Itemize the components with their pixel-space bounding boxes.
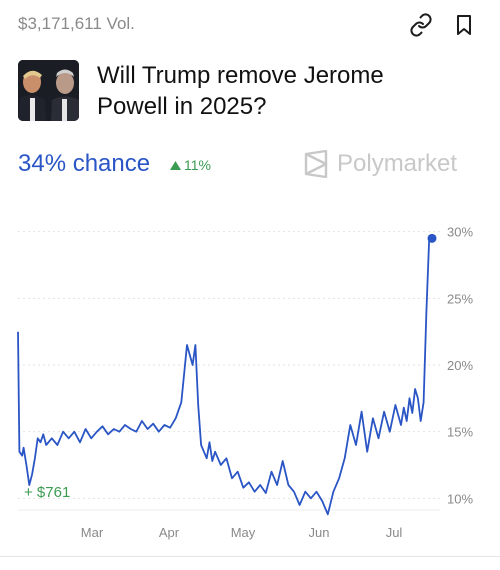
polymarket-brand: Polymarket [303, 150, 457, 178]
brand-name: Polymarket [337, 150, 458, 177]
chance-value: 34% chance [18, 150, 151, 177]
y-tick-label: 30% [447, 225, 473, 240]
link-icon[interactable] [409, 13, 433, 37]
y-tick-label: 25% [447, 291, 473, 306]
change-indicator: 11% [170, 157, 211, 173]
triangle-up-icon [170, 160, 181, 170]
change-value: 11% [184, 157, 211, 173]
market-thumbnail[interactable] [18, 60, 79, 121]
x-tick-label: Jun [309, 525, 330, 540]
x-tick-label: Jul [386, 525, 403, 540]
market-title[interactable]: Will Trump remove Jerome Powell in 2025? [97, 62, 384, 120]
y-tick-label: 20% [447, 358, 473, 373]
divider [0, 556, 500, 557]
position-pnl: + $761 [24, 484, 71, 501]
polymarket-logo-icon [304, 150, 328, 178]
volume-label: $3,171,611 Vol. [18, 14, 135, 33]
y-tick-label: 15% [447, 425, 473, 440]
y-tick-label: 10% [447, 491, 473, 506]
x-tick-label: Mar [81, 525, 104, 540]
x-tick-label: Apr [159, 525, 180, 540]
probability-chart[interactable]: 10% 15% 20% 25% 30% Mar Apr May Jun Jul [0, 205, 500, 550]
series-line [17, 237, 432, 516]
bookmark-icon[interactable] [452, 13, 476, 37]
end-point [427, 233, 437, 243]
x-tick-label: May [231, 525, 256, 540]
